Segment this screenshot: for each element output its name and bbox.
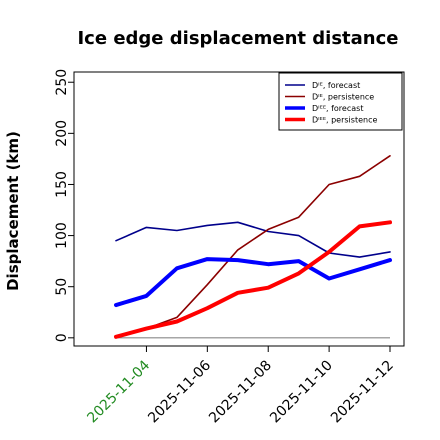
y-tick-label: 50 — [54, 278, 70, 296]
legend-label-1: Dᴵᴱ, forecast — [312, 81, 360, 90]
y-tick-label: 250 — [54, 69, 70, 96]
y-tick-label: 150 — [54, 171, 70, 198]
x-tick-label: 2025-11-06 — [145, 357, 214, 426]
x-tick-label: 2025-11-10 — [267, 358, 336, 427]
legend-label-3: Dᴵᴱᴱ, forecast — [312, 104, 363, 113]
series-line-1 — [115, 221, 391, 258]
y-tick-label: 100 — [54, 222, 70, 249]
x-tick-label: 2025-11-12 — [328, 358, 397, 427]
series-line-2 — [115, 155, 391, 338]
plot-frame — [73, 71, 405, 347]
x-tick-label: 2025-11-04 — [84, 357, 153, 426]
legend-label-4: Dᴵᴱᴱ, persistence — [312, 116, 377, 125]
legend: Dᴵᴱ, forecast Dᴵᴱ, persistence Dᴵᴱᴱ, forec… — [278, 72, 403, 131]
x-tick-label: 2025-11-08 — [206, 358, 275, 427]
legend-label-2: Dᴵᴱ, persistence — [312, 93, 374, 102]
y-tick-label: 200 — [54, 120, 70, 147]
y-tick-label: 0 — [54, 333, 70, 342]
chart-title: Ice edge displacement distance — [77, 28, 398, 49]
series-line-4 — [114, 220, 392, 339]
series-line-3 — [114, 257, 392, 308]
y-axis-label: Displacement (km) — [4, 131, 22, 291]
